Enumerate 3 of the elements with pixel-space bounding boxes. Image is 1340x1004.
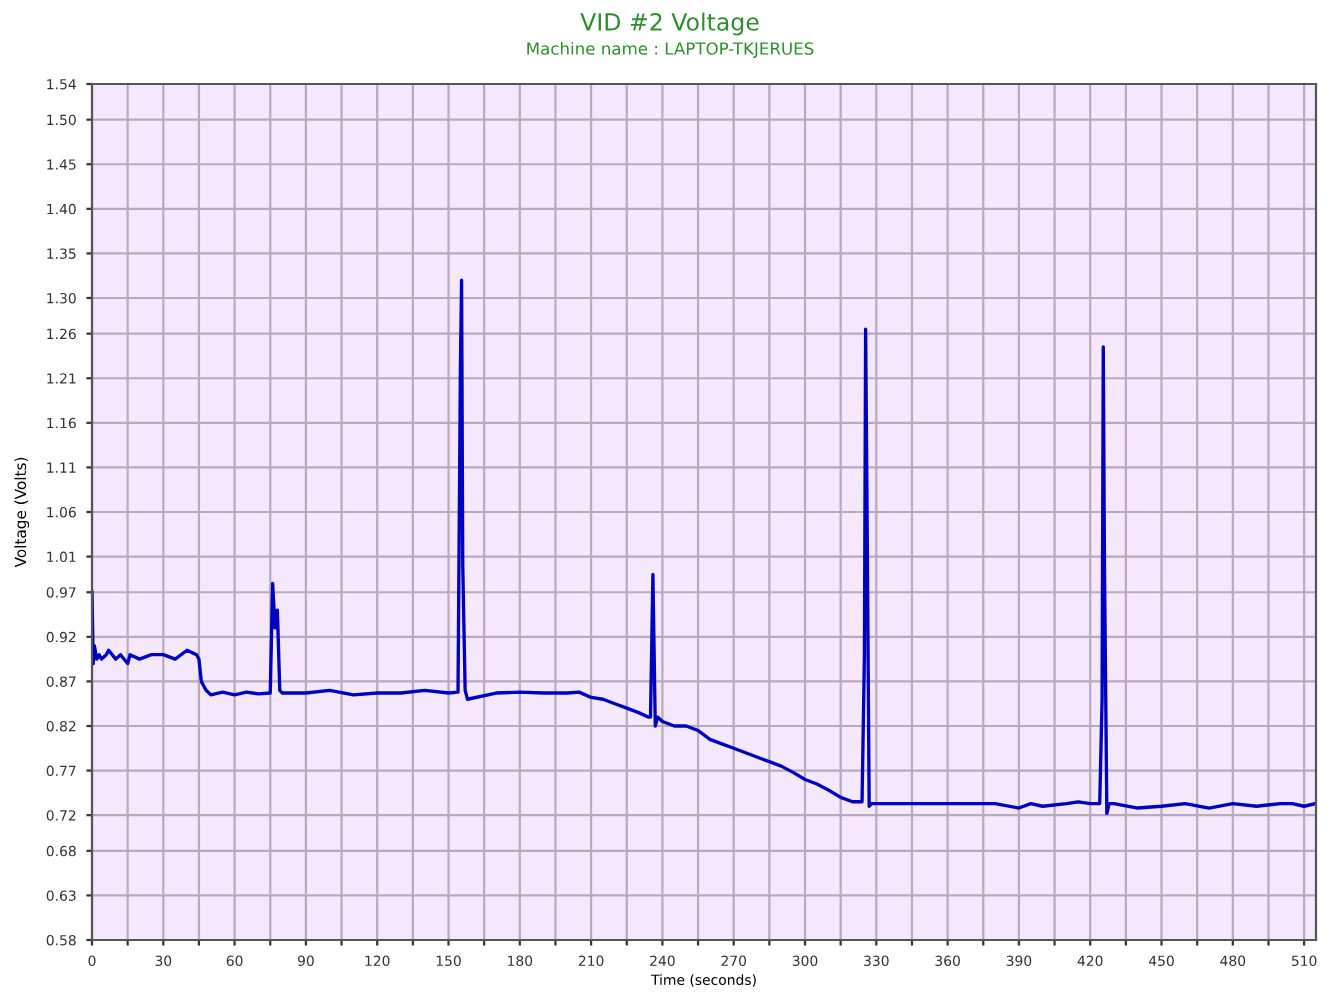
chart-subtitle: Machine name : LAPTOP-TKJERUES: [527, 41, 814, 58]
chart-title: VID #2 Voltage: [580, 12, 759, 36]
line-series: [92, 278, 1316, 816]
